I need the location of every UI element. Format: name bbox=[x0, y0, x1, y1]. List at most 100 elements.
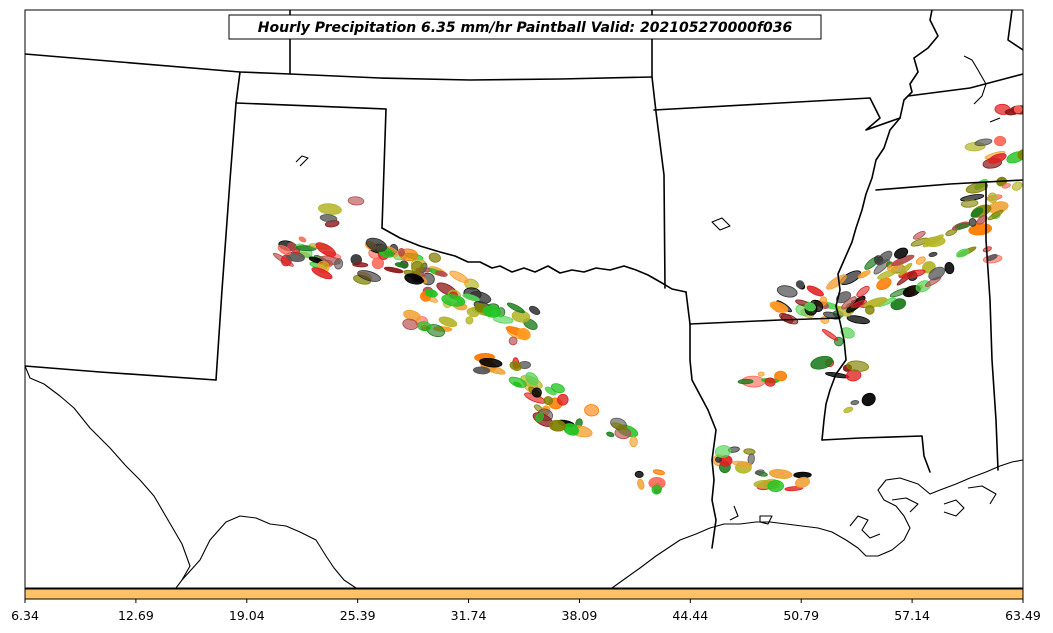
precip-blob bbox=[945, 228, 958, 237]
colorbar-tick-label: 38.09 bbox=[562, 608, 598, 623]
precip-blob bbox=[462, 293, 480, 302]
precip-blob bbox=[804, 302, 816, 312]
precip-blob bbox=[767, 479, 784, 493]
precip-blob bbox=[821, 328, 839, 341]
precip-blob bbox=[611, 422, 629, 431]
precip-blob bbox=[994, 135, 1007, 147]
precip-blob bbox=[548, 419, 566, 432]
precip-blob bbox=[784, 486, 804, 492]
precip-blob bbox=[506, 302, 525, 314]
precip-blob bbox=[311, 267, 333, 280]
precip-blob bbox=[435, 270, 448, 277]
precip-blob bbox=[606, 431, 615, 438]
colorbar-tick-label: 31.74 bbox=[451, 608, 487, 623]
precip-blob bbox=[404, 273, 424, 285]
precip-blob bbox=[383, 266, 404, 274]
precip-blob bbox=[898, 262, 913, 276]
precip-blob bbox=[1013, 105, 1023, 114]
precip-blob bbox=[776, 285, 798, 298]
precip-blob bbox=[543, 396, 554, 406]
precip-blob bbox=[970, 207, 984, 218]
precip-blob bbox=[857, 270, 871, 279]
precip-blob bbox=[634, 470, 644, 478]
precip-blob bbox=[482, 305, 502, 318]
precip-blob bbox=[334, 258, 344, 270]
precip-blob bbox=[651, 484, 662, 495]
precip-blob bbox=[840, 327, 855, 339]
precip-blob bbox=[531, 387, 542, 398]
map-panel: Hourly Precipitation 6.35 mm/hr Paintbal… bbox=[24, 9, 1024, 589]
precip-blob bbox=[417, 321, 432, 332]
colorbar-tick-label: 44.44 bbox=[672, 608, 708, 623]
precip-blob bbox=[473, 366, 491, 375]
precip-blob bbox=[743, 448, 756, 455]
precip-blob bbox=[856, 285, 870, 298]
precip-blob bbox=[550, 383, 565, 394]
colorbar-tick-label: 12.69 bbox=[118, 608, 154, 623]
precip-blob bbox=[714, 445, 732, 458]
precip-blob bbox=[357, 270, 381, 282]
precip-blob bbox=[768, 469, 793, 479]
precip-blob bbox=[479, 357, 503, 368]
precip-blob bbox=[512, 381, 522, 388]
precip-blob bbox=[1011, 181, 1023, 191]
precip-blob bbox=[428, 252, 441, 263]
precip-blob bbox=[924, 236, 946, 247]
colorbar: 6.34 12.69 19.04 25.39 31.74 38.09 44.44 50.79 5… bbox=[11, 588, 1041, 623]
precip-blob bbox=[438, 316, 458, 328]
map-title: Hourly Precipitation 6.35 mm/hr Paintbal… bbox=[228, 14, 822, 40]
title-text: Hourly Precipitation 6.35 mm/hr Paintbal… bbox=[258, 20, 793, 36]
colorbar-tick-label: 6.34 bbox=[11, 608, 39, 623]
precip-blob bbox=[425, 289, 438, 298]
precip-blob bbox=[737, 378, 754, 385]
precip-blob bbox=[928, 251, 938, 257]
colorbar-tick-label: 25.39 bbox=[340, 608, 376, 623]
precip-blob bbox=[890, 298, 907, 311]
precip-blob bbox=[757, 371, 765, 377]
precip-blob bbox=[509, 361, 522, 371]
precip-blob bbox=[508, 336, 518, 346]
precip-blob bbox=[465, 316, 474, 325]
precip-blob bbox=[287, 242, 296, 251]
precip-blob bbox=[441, 294, 466, 307]
coastline bbox=[25, 55, 1023, 588]
precip-blob bbox=[535, 412, 544, 423]
precip-blob bbox=[806, 285, 824, 297]
precip-blob bbox=[347, 196, 365, 206]
precip-blob bbox=[584, 404, 600, 417]
precip-blob bbox=[652, 469, 665, 476]
precip-blob bbox=[397, 248, 405, 257]
precip-blob bbox=[877, 269, 897, 280]
precip-blob bbox=[411, 260, 424, 274]
precip-blob bbox=[843, 406, 854, 414]
precip-blob bbox=[960, 199, 979, 208]
precip-blob bbox=[277, 245, 292, 256]
precip-blob bbox=[732, 460, 752, 468]
precip-paintball-layer bbox=[272, 103, 1023, 495]
precip-blob bbox=[956, 248, 970, 258]
precip-blob bbox=[794, 476, 811, 488]
precip-blob bbox=[315, 242, 337, 257]
colorbar-fill bbox=[24, 588, 1024, 600]
precip-blob bbox=[846, 360, 869, 372]
precip-blob bbox=[850, 400, 860, 406]
precip-blob bbox=[915, 256, 926, 265]
colorbar-tick-label: 50.79 bbox=[783, 608, 819, 623]
precip-blob bbox=[861, 392, 876, 407]
precip-blob bbox=[901, 269, 926, 279]
precip-blob bbox=[754, 469, 765, 475]
precip-blob bbox=[493, 315, 514, 324]
precip-blob bbox=[846, 315, 870, 325]
precip-blob bbox=[528, 305, 541, 315]
precip-blob bbox=[987, 209, 1004, 221]
precip-blob bbox=[1001, 183, 1011, 189]
precip-blob bbox=[850, 300, 868, 308]
precip-blob bbox=[864, 305, 875, 315]
precip-blob bbox=[795, 280, 805, 289]
precip-blob bbox=[516, 328, 531, 341]
precip-blob bbox=[810, 355, 834, 370]
precip-blob bbox=[968, 218, 977, 227]
precip-blob bbox=[928, 266, 946, 281]
state-borders bbox=[25, 10, 1023, 549]
